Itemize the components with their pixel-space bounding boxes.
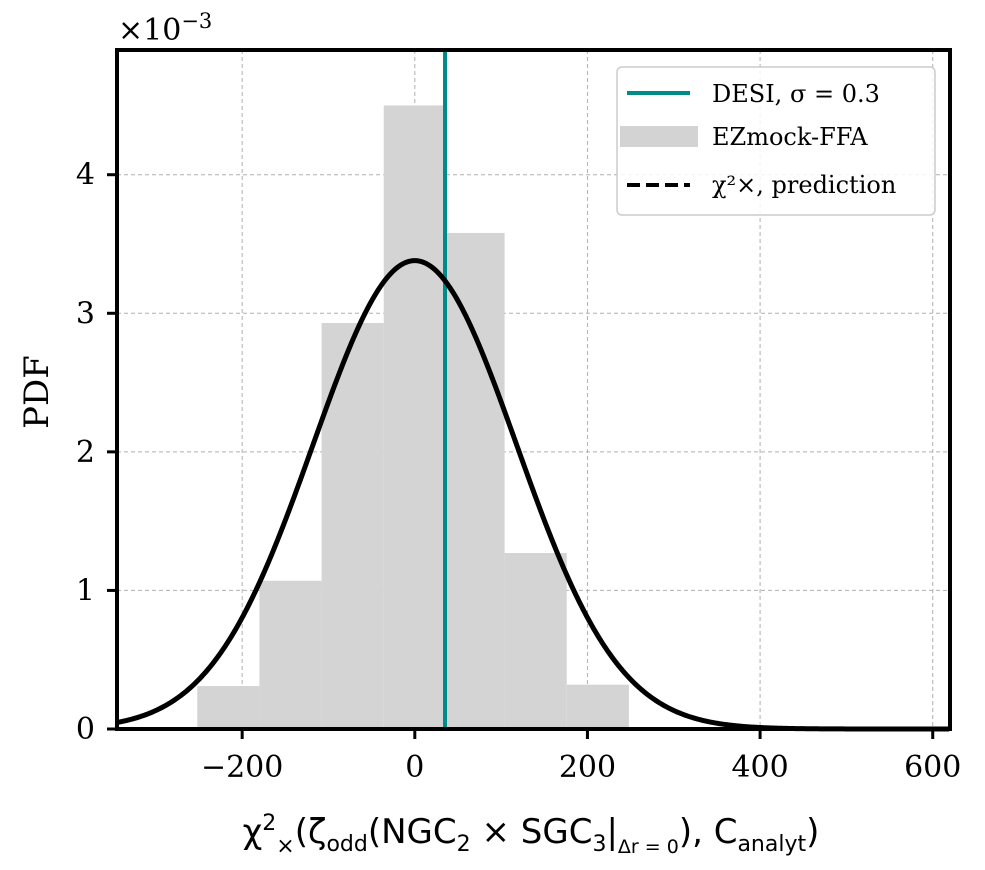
y-axis-ticks: 0 1 2 3 4 <box>76 158 117 747</box>
x-axis-label: χ2×(ζodd(NGC2 × SGC3|Δr = 0), Canalyt) <box>243 811 820 859</box>
histogram-bar <box>321 322 384 729</box>
x-tick-label: 0 <box>405 750 424 785</box>
x-axis-ticks: −200 0 200 400 600 <box>201 729 961 785</box>
x-tick-label: 600 <box>904 750 961 785</box>
histogram-bar <box>259 580 322 729</box>
histogram-bars <box>197 105 629 729</box>
y-axis-label: PDF <box>17 355 57 429</box>
x-tick-label: −200 <box>201 750 283 785</box>
histogram-bar <box>383 105 446 729</box>
legend-prediction-label: χ²×, prediction <box>712 171 896 199</box>
histogram-bar <box>566 684 629 729</box>
y-tick-label: 1 <box>76 573 95 608</box>
x-scale-factor: ×10−3 <box>118 9 212 48</box>
y-tick-label: 0 <box>76 712 95 747</box>
histogram-bar <box>504 553 567 729</box>
x-tick-label: 200 <box>559 750 616 785</box>
legend-ezmock-swatch <box>620 126 698 147</box>
axes-frame <box>115 48 952 731</box>
histogram-bar <box>197 686 260 729</box>
legend-desi-label: DESI, σ = 0.3 <box>712 80 880 108</box>
x-tick-label: 400 <box>731 750 788 785</box>
y-tick-label: 4 <box>76 158 95 193</box>
y-tick-label: 2 <box>76 435 95 470</box>
legend-box <box>616 66 936 216</box>
legend: DESI, σ = 0.3 EZmock-FFA χ²×, prediction <box>616 66 936 216</box>
histogram-bar <box>445 232 505 729</box>
y-tick-label: 3 <box>76 296 95 331</box>
legend-ezmock-label: EZmock-FFA <box>712 123 868 151</box>
